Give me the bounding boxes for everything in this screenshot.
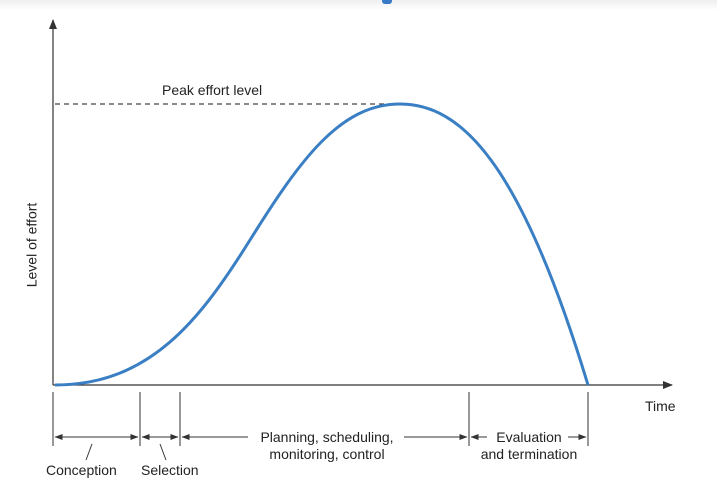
- effort-curve: [54, 102, 590, 387]
- top-edge-shadow: [0, 0, 717, 10]
- phase-label-selection: Selection: [141, 462, 199, 478]
- selection-leader: [159, 443, 167, 461]
- phase-label-planning: Planning, scheduling, monitoring, contro…: [252, 429, 402, 463]
- phase-label-planning-line1: Planning, scheduling,: [260, 429, 394, 445]
- phase-label-evaluation: Evaluation and termination: [468, 429, 590, 463]
- peak-effort-label: Peak effort level: [162, 82, 263, 98]
- phase-label-evaluation-line2: and termination: [480, 446, 578, 462]
- title-fragment-mark: [382, 0, 392, 4]
- x-axis-label: Time: [645, 398, 676, 414]
- conception-leader: [85, 443, 93, 461]
- phase-label-planning-line2: monitoring, control: [269, 446, 385, 462]
- y-axis-label: Level of effort: [23, 202, 40, 288]
- phase-label-conception: Conception: [46, 462, 117, 478]
- phase-label-evaluation-line1: Evaluation: [496, 429, 562, 445]
